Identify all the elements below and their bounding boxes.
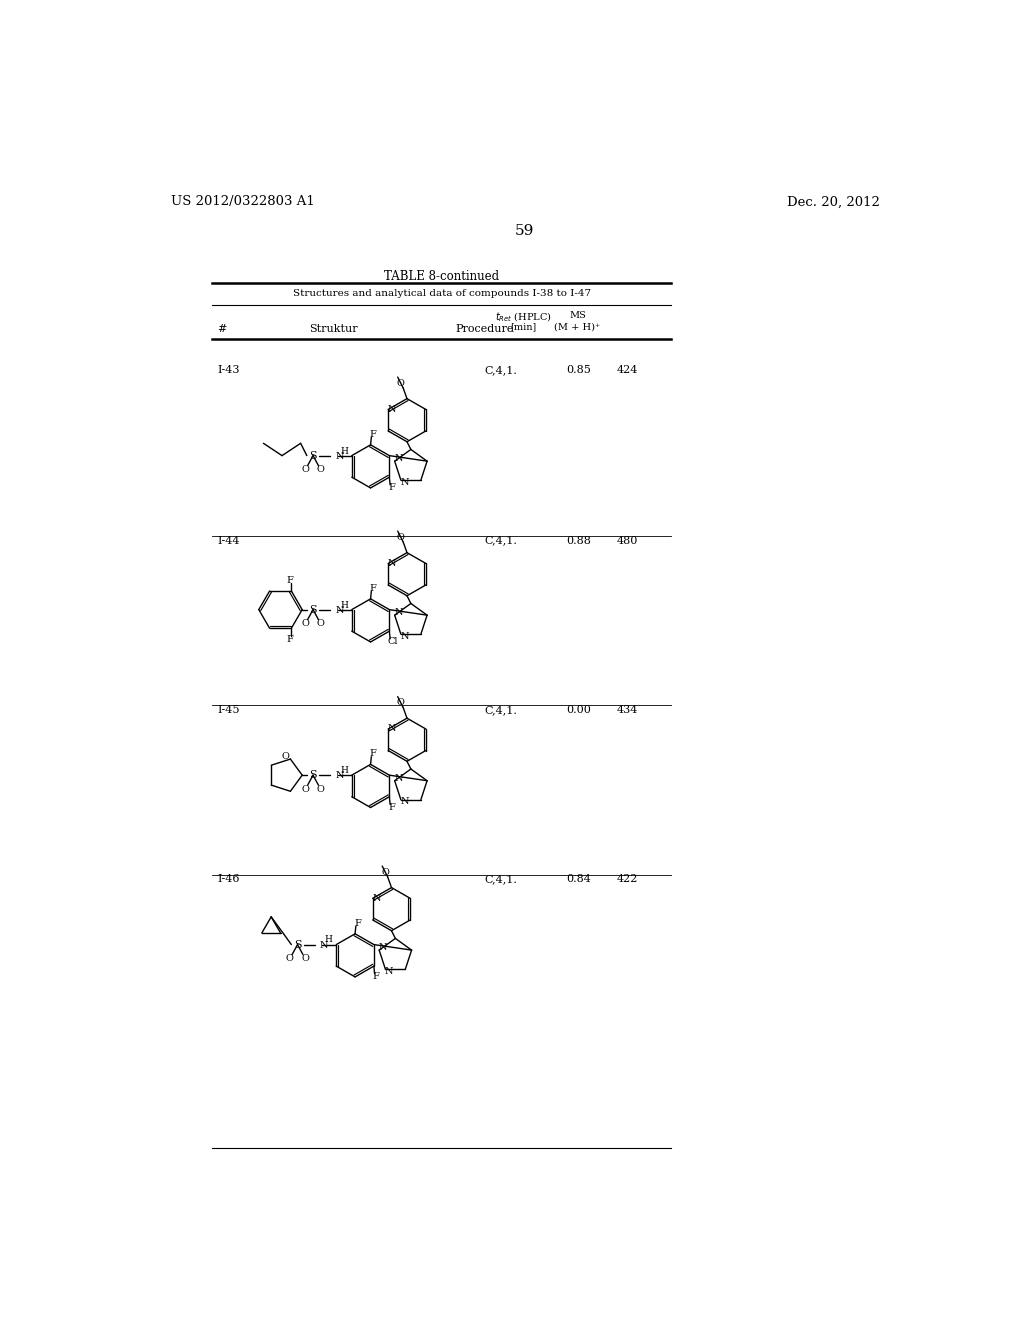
Text: F: F: [287, 576, 293, 585]
Text: S: S: [309, 450, 316, 461]
Text: [min]: [min]: [510, 322, 537, 331]
Text: N: N: [379, 944, 387, 952]
Text: N: N: [400, 632, 409, 642]
Text: I-46: I-46: [217, 875, 240, 884]
Text: N: N: [394, 454, 402, 463]
Text: O: O: [286, 954, 294, 962]
Text: N: N: [319, 941, 328, 950]
Text: I-44: I-44: [217, 536, 240, 545]
Text: N: N: [335, 606, 344, 615]
Text: I-45: I-45: [217, 705, 240, 715]
Text: Cl: Cl: [388, 638, 398, 647]
Text: C,4,1.: C,4,1.: [484, 364, 517, 375]
Text: TABLE 8-continued: TABLE 8-continued: [384, 271, 500, 282]
Text: N: N: [388, 405, 396, 414]
Text: 0.84: 0.84: [566, 875, 591, 884]
Text: 59: 59: [515, 224, 535, 238]
Text: F: F: [388, 803, 395, 812]
Text: H: H: [340, 601, 348, 610]
Text: Procedure: Procedure: [456, 323, 514, 334]
Text: F: F: [370, 583, 377, 593]
Text: 0.00: 0.00: [566, 705, 591, 715]
Text: MS: MS: [569, 312, 586, 319]
Text: O: O: [316, 465, 325, 474]
Text: C,4,1.: C,4,1.: [484, 875, 517, 884]
Text: N: N: [400, 797, 409, 807]
Text: H: H: [325, 936, 333, 944]
Text: O: O: [397, 379, 404, 388]
Text: O: O: [301, 465, 309, 474]
Text: N: N: [394, 774, 402, 783]
Text: F: F: [373, 973, 380, 981]
Text: O: O: [301, 784, 309, 793]
Text: Struktur: Struktur: [309, 323, 357, 334]
Text: S: S: [309, 770, 316, 780]
Text: O: O: [397, 698, 404, 708]
Text: C,4,1.: C,4,1.: [484, 536, 517, 545]
Text: O: O: [381, 867, 389, 876]
Text: N: N: [335, 771, 344, 780]
Text: 0.88: 0.88: [566, 536, 591, 545]
Text: #: #: [217, 323, 226, 334]
Text: O: O: [397, 533, 404, 541]
Text: (M + H)⁺: (M + H)⁺: [554, 322, 601, 331]
Text: F: F: [287, 635, 293, 644]
Text: O: O: [301, 954, 309, 962]
Text: O: O: [316, 784, 325, 793]
Text: N: N: [335, 451, 344, 461]
Text: O: O: [301, 619, 309, 628]
Text: 424: 424: [616, 364, 638, 375]
Text: F: F: [370, 429, 377, 438]
Text: 0.85: 0.85: [566, 364, 591, 375]
Text: $t_{Ret}$ (HPLC): $t_{Ret}$ (HPLC): [495, 312, 552, 325]
Text: C,4,1.: C,4,1.: [484, 705, 517, 715]
Text: 480: 480: [616, 536, 638, 545]
Text: I-43: I-43: [217, 364, 240, 375]
Text: 422: 422: [616, 875, 638, 884]
Text: H: H: [340, 446, 348, 455]
Text: S: S: [309, 605, 316, 615]
Text: N: N: [400, 478, 409, 487]
Text: F: F: [370, 750, 377, 758]
Text: H: H: [340, 766, 348, 775]
Text: Dec. 20, 2012: Dec. 20, 2012: [786, 195, 880, 209]
Text: N: N: [373, 894, 381, 903]
Text: O: O: [316, 619, 325, 628]
Text: N: N: [394, 609, 402, 618]
Text: N: N: [388, 725, 396, 734]
Text: F: F: [354, 919, 360, 928]
Text: Structures and analytical data of compounds I-38 to I-47: Structures and analytical data of compou…: [293, 289, 591, 297]
Text: US 2012/0322803 A1: US 2012/0322803 A1: [171, 195, 314, 209]
Text: S: S: [294, 940, 301, 949]
Text: 434: 434: [616, 705, 638, 715]
Text: F: F: [388, 483, 395, 492]
Text: N: N: [388, 558, 396, 568]
Text: N: N: [385, 966, 393, 975]
Text: O: O: [282, 752, 289, 762]
